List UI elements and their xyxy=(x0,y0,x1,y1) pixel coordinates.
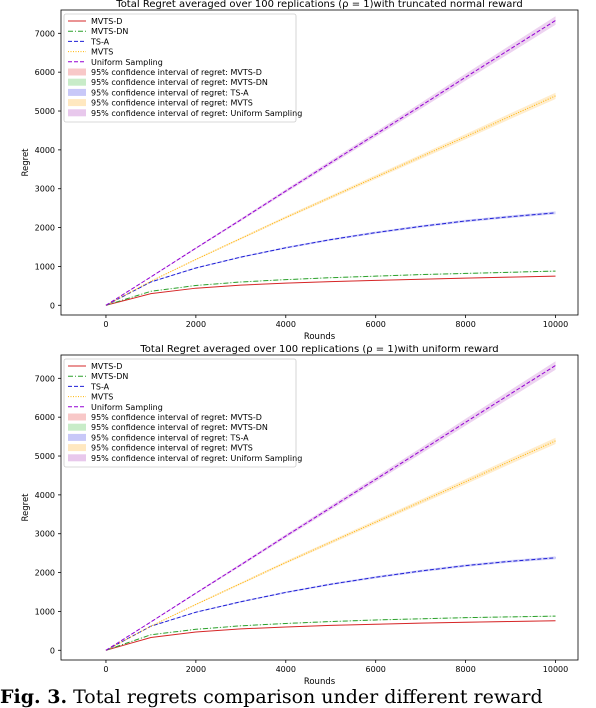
y-tick-label: 0 xyxy=(50,301,55,310)
plot-frame xyxy=(60,9,579,316)
y-tick-label: 4000 xyxy=(35,491,55,500)
ci-band-ts-a xyxy=(105,556,556,651)
x-tick-label: 10000 xyxy=(543,665,568,674)
series-line-mvts-dn xyxy=(105,615,556,651)
legend-label: 95% confidence interval of regret: TS-A xyxy=(91,433,249,442)
legend-patch-uniform-sampling xyxy=(68,109,86,117)
legend-label: MVTS xyxy=(91,393,113,402)
legend-patch-mvts-dn xyxy=(68,423,86,431)
chart-title: Total Regret averaged over 100 replicati… xyxy=(115,0,522,10)
x-axis-label: Rounds xyxy=(304,677,336,687)
x-tick-label: 0 xyxy=(103,665,108,674)
series-line-uniform-sampling xyxy=(105,20,556,306)
x-tick-label: 4000 xyxy=(276,320,296,329)
caption-label: Fig. 3. xyxy=(0,686,68,708)
legend-patch-uniform-sampling xyxy=(68,454,86,462)
y-tick-label: 2000 xyxy=(35,569,55,578)
caption-text: Total regrets comparison under different… xyxy=(73,686,543,708)
y-tick-label: 3000 xyxy=(35,185,55,194)
legend-label: Uniform Sampling xyxy=(91,403,163,412)
figure-caption: Fig. 3. Total regrets comparison under d… xyxy=(0,686,596,708)
y-tick-label: 0 xyxy=(50,646,55,655)
legend-label: 95% confidence interval of regret: MVTS xyxy=(91,99,253,108)
x-axis-label: Rounds xyxy=(304,332,336,342)
chart-uniform: Total Regret averaged over 100 replicati… xyxy=(0,345,596,690)
legend-label: MVTS-DN xyxy=(91,372,128,381)
legend-box xyxy=(63,358,297,468)
y-tick-label: 5000 xyxy=(35,107,55,116)
legend-label: MVTS xyxy=(91,48,113,57)
y-tick-label: 5000 xyxy=(35,452,55,461)
legend-label: 95% confidence interval of regret: MVTS-… xyxy=(91,413,262,422)
y-tick-label: 6000 xyxy=(35,68,55,77)
x-tick-label: 2000 xyxy=(186,665,206,674)
x-tick-label: 8000 xyxy=(455,320,475,329)
chart-svg-truncated-normal: Total Regret averaged over 100 replicati… xyxy=(21,0,579,342)
legend-label: Uniform Sampling xyxy=(91,58,163,67)
legend-label: 95% confidence interval of regret: Unifo… xyxy=(91,454,302,463)
legend-label: 95% confidence interval of regret: MVTS-… xyxy=(91,68,262,77)
y-tick-label: 2000 xyxy=(35,224,55,233)
series-line-mvts-d xyxy=(105,620,556,651)
legend-label: MVTS-D xyxy=(91,362,122,371)
x-tick-label: 4000 xyxy=(276,665,296,674)
legend-label: 95% confidence interval of regret: MVTS-… xyxy=(91,423,268,432)
series-line-mvts-d xyxy=(105,275,556,306)
legend-patch-mvts xyxy=(68,99,86,107)
legend-label: 95% confidence interval of regret: Unifo… xyxy=(91,109,302,118)
series-line-ts-a xyxy=(105,212,556,306)
legend-label: TS-A xyxy=(90,37,110,46)
y-axis-label: Regret xyxy=(21,493,31,522)
y-tick-label: 4000 xyxy=(35,146,55,155)
series-line-mvts-dn xyxy=(105,270,556,306)
chart-title: Total Regret averaged over 100 replicati… xyxy=(139,345,498,355)
legend-box xyxy=(63,13,297,123)
series-line-ts-a xyxy=(105,557,556,651)
ci-band-mvts-dn xyxy=(105,270,556,306)
legend-patch-mvts xyxy=(68,444,86,452)
legend-label: TS-A xyxy=(90,382,110,391)
legend-patch-mvts-dn xyxy=(68,78,86,86)
legend-patch-mvts-d xyxy=(68,68,86,76)
y-tick-label: 7000 xyxy=(35,29,55,38)
y-tick-label: 6000 xyxy=(35,413,55,422)
ci-band-mvts-dn xyxy=(105,615,556,651)
legend-patch-mvts-d xyxy=(68,413,86,421)
ci-band-mvts xyxy=(105,437,556,651)
y-axis-label: Regret xyxy=(21,148,31,177)
legend-label: 95% confidence interval of regret: MVTS-… xyxy=(91,78,268,87)
series-line-uniform-sampling xyxy=(105,365,556,651)
chart-svg-uniform: Total Regret averaged over 100 replicati… xyxy=(21,345,579,687)
plot-frame xyxy=(60,354,579,661)
y-tick-label: 7000 xyxy=(35,374,55,383)
legend-label: MVTS-DN xyxy=(91,27,128,36)
x-tick-label: 6000 xyxy=(366,665,386,674)
y-tick-label: 1000 xyxy=(35,262,55,271)
legend-label: 95% confidence interval of regret: TS-A xyxy=(91,88,249,97)
x-tick-label: 10000 xyxy=(543,320,568,329)
legend-label: MVTS-D xyxy=(91,17,122,26)
legend-patch-ts-a xyxy=(68,88,86,96)
y-tick-label: 3000 xyxy=(35,530,55,539)
legend-patch-ts-a xyxy=(68,433,86,441)
ci-band-mvts xyxy=(105,92,556,306)
ci-band-uniform-sampling xyxy=(105,361,556,651)
y-tick-label: 1000 xyxy=(35,607,55,616)
x-tick-label: 6000 xyxy=(366,320,386,329)
ci-band-mvts-d xyxy=(105,620,556,651)
chart-truncated-normal: Total Regret averaged over 100 replicati… xyxy=(0,0,596,345)
legend-label: 95% confidence interval of regret: MVTS xyxy=(91,444,253,453)
x-tick-label: 0 xyxy=(103,320,108,329)
x-tick-label: 8000 xyxy=(455,665,475,674)
ci-band-uniform-sampling xyxy=(105,16,556,306)
x-tick-label: 2000 xyxy=(186,320,206,329)
